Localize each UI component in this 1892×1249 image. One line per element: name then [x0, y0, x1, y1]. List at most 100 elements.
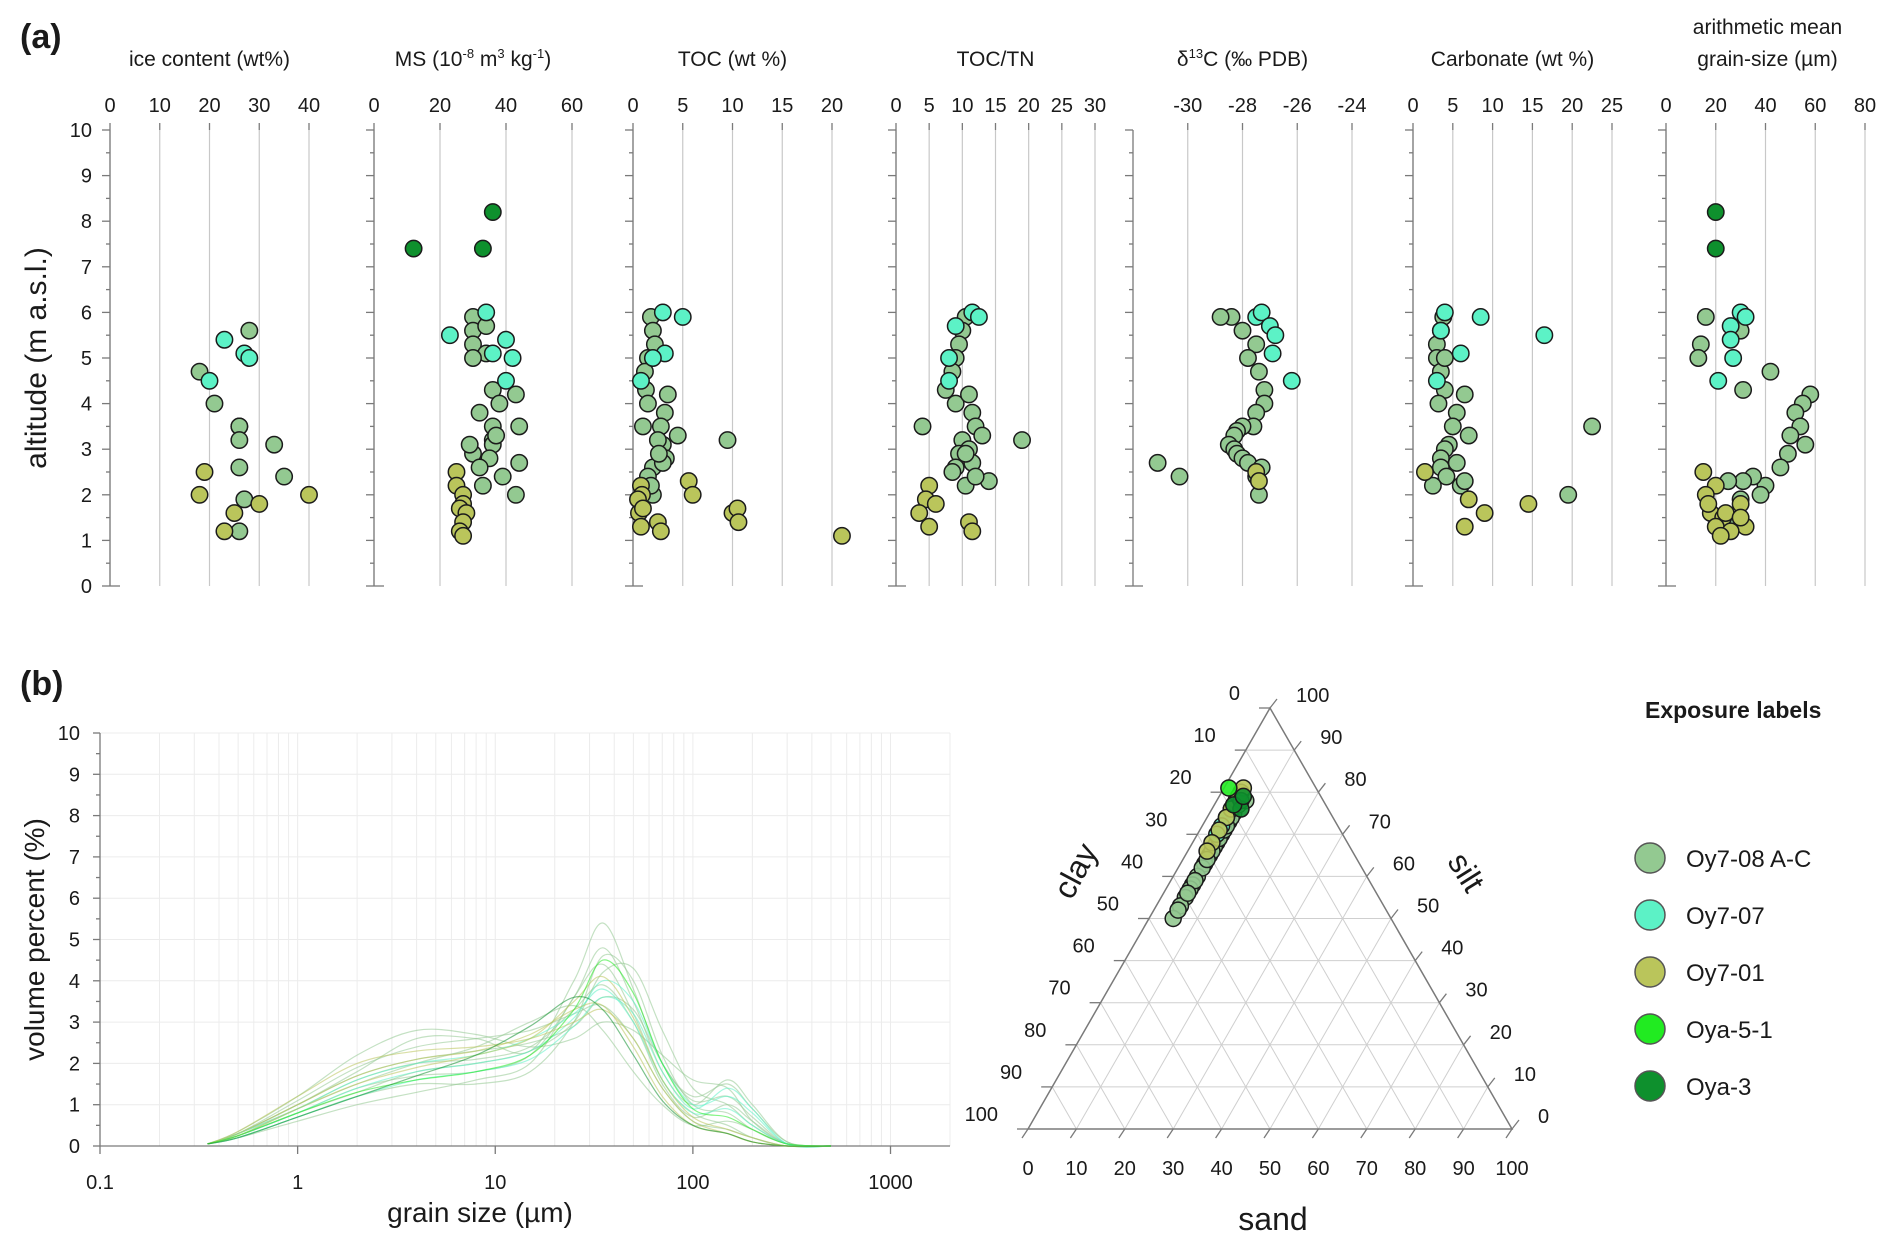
x-tick-label: 15 [771, 95, 793, 117]
panel-a-profiles: altitude (m a.s.l.)0 10 20 30 40012345678910… [20, 16, 1876, 598]
data-point-oy7-08-a-c [490, 394, 509, 413]
ternary-tick-label: 90 [1320, 727, 1342, 749]
data-point-oy7-08-a-c [973, 426, 992, 445]
distribution-curve [207, 1002, 832, 1147]
data-point-oy7-08-a-c [510, 453, 529, 472]
data-point-oy7-01 [1475, 504, 1494, 522]
ternary-tick-label: 20 [1490, 1022, 1512, 1044]
x-tick-label: -26 [1283, 95, 1312, 117]
data-point-oy7-07 [1266, 326, 1285, 345]
y-tick-label: 8 [81, 211, 92, 233]
x-tick-label: 1000 [868, 1172, 913, 1194]
data-point-oy7-07 [1435, 303, 1454, 322]
data-point-oy7-08-a-c [649, 444, 668, 463]
title-part: m [474, 48, 497, 71]
profile-panel-6: 0 5 10 15 20 25 Carbonate (wt %) [1405, 48, 1623, 587]
ternary-tick-mark [1505, 1128, 1513, 1139]
ternary-tick-label: 0 [1022, 1158, 1033, 1180]
ternary-tick-label: 60 [1307, 1158, 1329, 1180]
profile-panel-7: 0 20 40 60 80 arithmetic mean grain-size (µm) [1658, 16, 1876, 587]
legend-marker [1634, 1070, 1666, 1102]
legend-label: Oy7-01 [1686, 960, 1765, 987]
data-point-oy7-01 [1249, 472, 1268, 491]
data-point-oy7-07 [653, 303, 672, 322]
ternary-grid-line [1463, 1086, 1489, 1130]
data-point-oy7-01 [920, 517, 939, 536]
data-point-oy7-08-a-c [230, 458, 249, 477]
y-tick-label: 9 [69, 764, 80, 786]
ternary-tick-label: 10 [1194, 725, 1216, 747]
data-point-oy7-08-a-c [493, 467, 512, 486]
data-point-oy7-07 [643, 349, 662, 367]
data-point-oy7-08-a-c [506, 385, 525, 404]
data-point-oy7-07 [946, 317, 965, 336]
data-point-oy7-01 [1711, 526, 1730, 545]
data-point-oy7-08-a-c [230, 431, 249, 450]
distribution-curve [207, 975, 832, 1148]
x-tick-label: 1 [292, 1172, 303, 1194]
ternary-point-oy7-08-a-c [1178, 884, 1197, 902]
ternary-tick-label: 50 [1097, 894, 1119, 916]
ternary-tick-mark [1463, 1035, 1472, 1046]
ternary-tick-mark [1215, 1128, 1223, 1139]
panel-title: grain-size (µm) [1697, 48, 1837, 71]
ternary-tick-label: 80 [1024, 1020, 1046, 1042]
data-point-oy7-07 [940, 349, 959, 367]
profile-panel-3: 0 5 10 15 20 TOC (wt %) [625, 48, 851, 587]
ternary-grid-line [1075, 1044, 1126, 1130]
data-point-oya-3 [1706, 203, 1725, 222]
ternary-tick-label: 20 [1114, 1158, 1136, 1180]
x-tick-label: 10 [149, 95, 171, 117]
data-point-oy7-01 [963, 522, 982, 541]
panel-title: arithmetic mean [1693, 16, 1842, 39]
x-tick-label: 20 [1018, 95, 1040, 117]
data-point-oy7-08-a-c [1233, 321, 1252, 340]
ternary-tick-label: 100 [1495, 1158, 1528, 1180]
data-point-oy7-07 [497, 371, 515, 390]
data-point-oy7-08-a-c [1559, 485, 1578, 504]
distribution-curve [207, 959, 832, 1147]
ternary-axis-label-clay: clay [1046, 837, 1105, 904]
data-point-oy7-07 [200, 371, 219, 390]
data-point-oy7-07 [673, 308, 692, 326]
ternary-grid-line [1148, 918, 1271, 1130]
ternary-tick-label: 80 [1344, 769, 1366, 791]
y-tick-label: 5 [69, 930, 80, 952]
data-point-oy7-08-a-c [1013, 431, 1031, 450]
ternary-tick-mark [1438, 993, 1447, 1004]
data-point-oy7-08-a-c [966, 467, 985, 486]
data-point-oy7-08-a-c [275, 467, 294, 486]
ternary-tick-label: 30 [1465, 980, 1487, 1002]
ternary-tick-label: 20 [1169, 767, 1191, 789]
data-point-oy7-08-a-c [960, 385, 978, 404]
data-point-oya-3 [473, 239, 492, 258]
data-point-oy7-08-a-c [1771, 458, 1790, 477]
data-point-oy7-08-a-c [1761, 362, 1780, 381]
x-tick-label: 0 [1407, 95, 1418, 117]
x-tick-label: 20 [429, 95, 451, 117]
data-point-oy7-01 [215, 522, 234, 541]
data-point-oy7-01 [910, 504, 929, 522]
ternary-tick-mark [1311, 1128, 1319, 1139]
distribution-curve [207, 1004, 832, 1147]
data-point-oy7-08-a-c [1435, 349, 1454, 367]
legend-label: Oya-5-1 [1686, 1017, 1773, 1044]
title-part: δ [1177, 48, 1189, 71]
legend-marker [1634, 1013, 1666, 1045]
data-point-oy7-08-a-c [956, 444, 975, 463]
y-tick-label: 10 [58, 723, 80, 745]
ternary-grid-line [1366, 1002, 1440, 1130]
x-tick-label: 60 [1804, 95, 1826, 117]
x-tick-label: -24 [1338, 95, 1367, 117]
ternary-tick-label: 90 [1000, 1062, 1022, 1084]
ternary-tick-mark [1511, 1119, 1520, 1130]
distribution-curve [207, 922, 832, 1147]
data-point-oy7-08-a-c [1734, 380, 1753, 399]
x-tick-label: 40 [298, 95, 320, 117]
data-point-oy7-07 [969, 308, 988, 326]
ternary-point-oya-3 [1234, 787, 1253, 806]
data-point-oy7-07 [215, 330, 234, 349]
data-point-oy7-01 [634, 499, 652, 518]
data-point-oy7-01 [190, 485, 209, 504]
y-tick-label: 3 [81, 439, 92, 461]
